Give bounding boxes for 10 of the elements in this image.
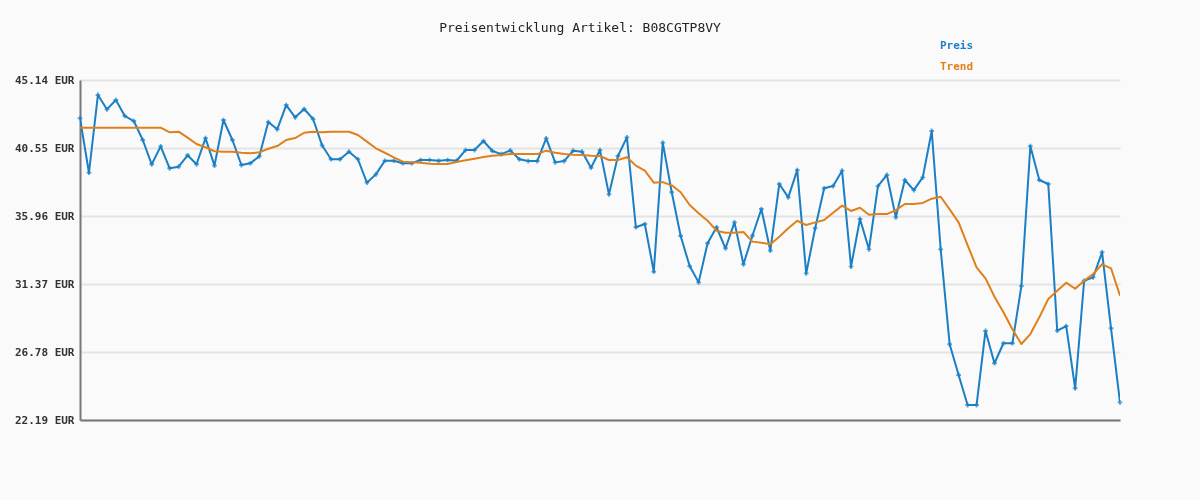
- y-tick-label: 26.78 EUR: [14, 345, 75, 359]
- y-tick-label: 22.19 EUR: [14, 413, 75, 427]
- y-tick-label: 45.14 EUR: [14, 73, 75, 87]
- y-tick-label: 40.55 EUR: [14, 141, 75, 155]
- line-series: [80, 126, 1120, 345]
- text: Trend: [940, 60, 974, 73]
- y-tick-label: 31.37 EUR: [14, 277, 75, 291]
- text: Preis: [940, 39, 974, 52]
- y-tick-label: 35.96 EUR: [14, 209, 75, 223]
- chart-title: Preisentwicklung Artikel: B08CGTP8VY: [439, 20, 722, 35]
